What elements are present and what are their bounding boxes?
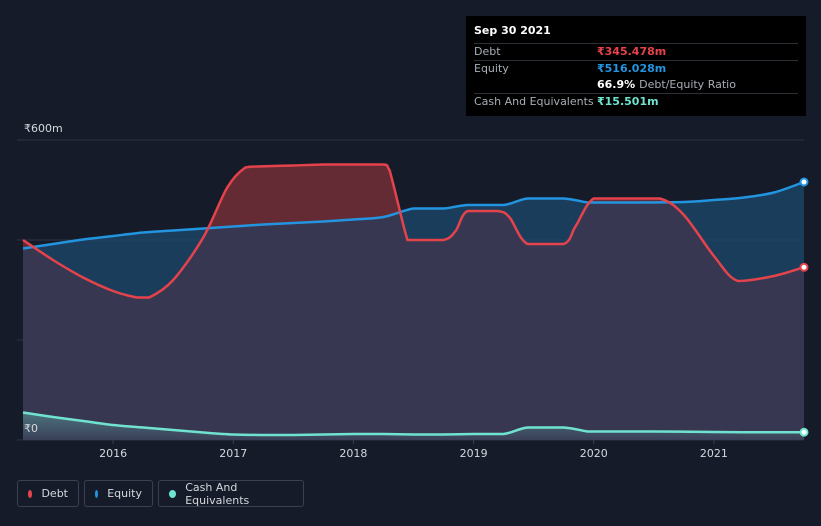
tooltip-equity-value: ₹516.028m: [597, 62, 667, 75]
tooltip-panel: Sep 30 2021 Debt ₹345.478m Equity ₹516.0…: [466, 16, 806, 116]
debt-end-marker: [799, 262, 809, 272]
end-markers: [799, 177, 809, 437]
legend-equity-label: Equity: [107, 487, 142, 500]
tooltip-cash-value: ₹15.501m: [597, 95, 659, 108]
legend-debt-label: Debt: [41, 487, 68, 500]
tooltip-row-debt: Debt ₹345.478m: [474, 43, 798, 60]
legend-cash-dot: [169, 489, 177, 498]
equity-end-marker: [799, 177, 809, 187]
cash-line: [22, 411, 804, 437]
x-tick-label-2021: 2021: [700, 447, 728, 460]
x-axis: 2016 2017 2018 2019 2020 2021: [99, 440, 728, 460]
y-axis-label-zero: ₹0: [24, 422, 38, 435]
tooltip-date: Sep 30 2021: [474, 24, 551, 37]
debt-area-under-equity: [23, 181, 804, 440]
tooltip-debt-value: ₹345.478m: [597, 45, 667, 58]
series-areas: [23, 164, 805, 441]
x-tick-label-2020: 2020: [580, 447, 608, 460]
debt-line: [22, 163, 805, 299]
x-tick-label-2017: 2017: [219, 447, 247, 460]
tooltip-debt-label: Debt: [474, 45, 501, 58]
x-tick-label-2018: 2018: [339, 447, 367, 460]
tooltip-row-cash: Cash And Equivalents ₹15.501m: [474, 93, 798, 110]
cash-end-marker: [799, 427, 809, 437]
x-tick-label-2016: 2016: [99, 447, 127, 460]
cash-area: [23, 412, 805, 440]
tooltip-cash-label: Cash And Equivalents: [474, 95, 594, 108]
legend-debt-toggle[interactable]: Debt: [17, 480, 79, 507]
legend-equity-dot: [95, 489, 99, 498]
tooltip-row-ratio: 66.9% Debt/Equity Ratio: [474, 77, 798, 93]
tooltip-ratio-value: 66.9%: [597, 78, 636, 91]
series-lines: [22, 163, 805, 437]
legend-equity-toggle[interactable]: Equity: [84, 480, 153, 507]
legend-cash-label: Cash And Equivalents: [185, 480, 250, 507]
tooltip-row-equity: Equity ₹516.028m: [474, 60, 798, 77]
legend-debt-dot: [28, 489, 33, 498]
legend-cash-toggle[interactable]: Cash And Equivalents: [158, 480, 304, 507]
tooltip-equity-label: Equity: [474, 62, 509, 75]
y-axis-label-max: ₹600m: [24, 122, 63, 135]
x-tick-label-2019: 2019: [460, 447, 488, 460]
tooltip-ratio-label: Debt/Equity Ratio: [639, 78, 736, 91]
